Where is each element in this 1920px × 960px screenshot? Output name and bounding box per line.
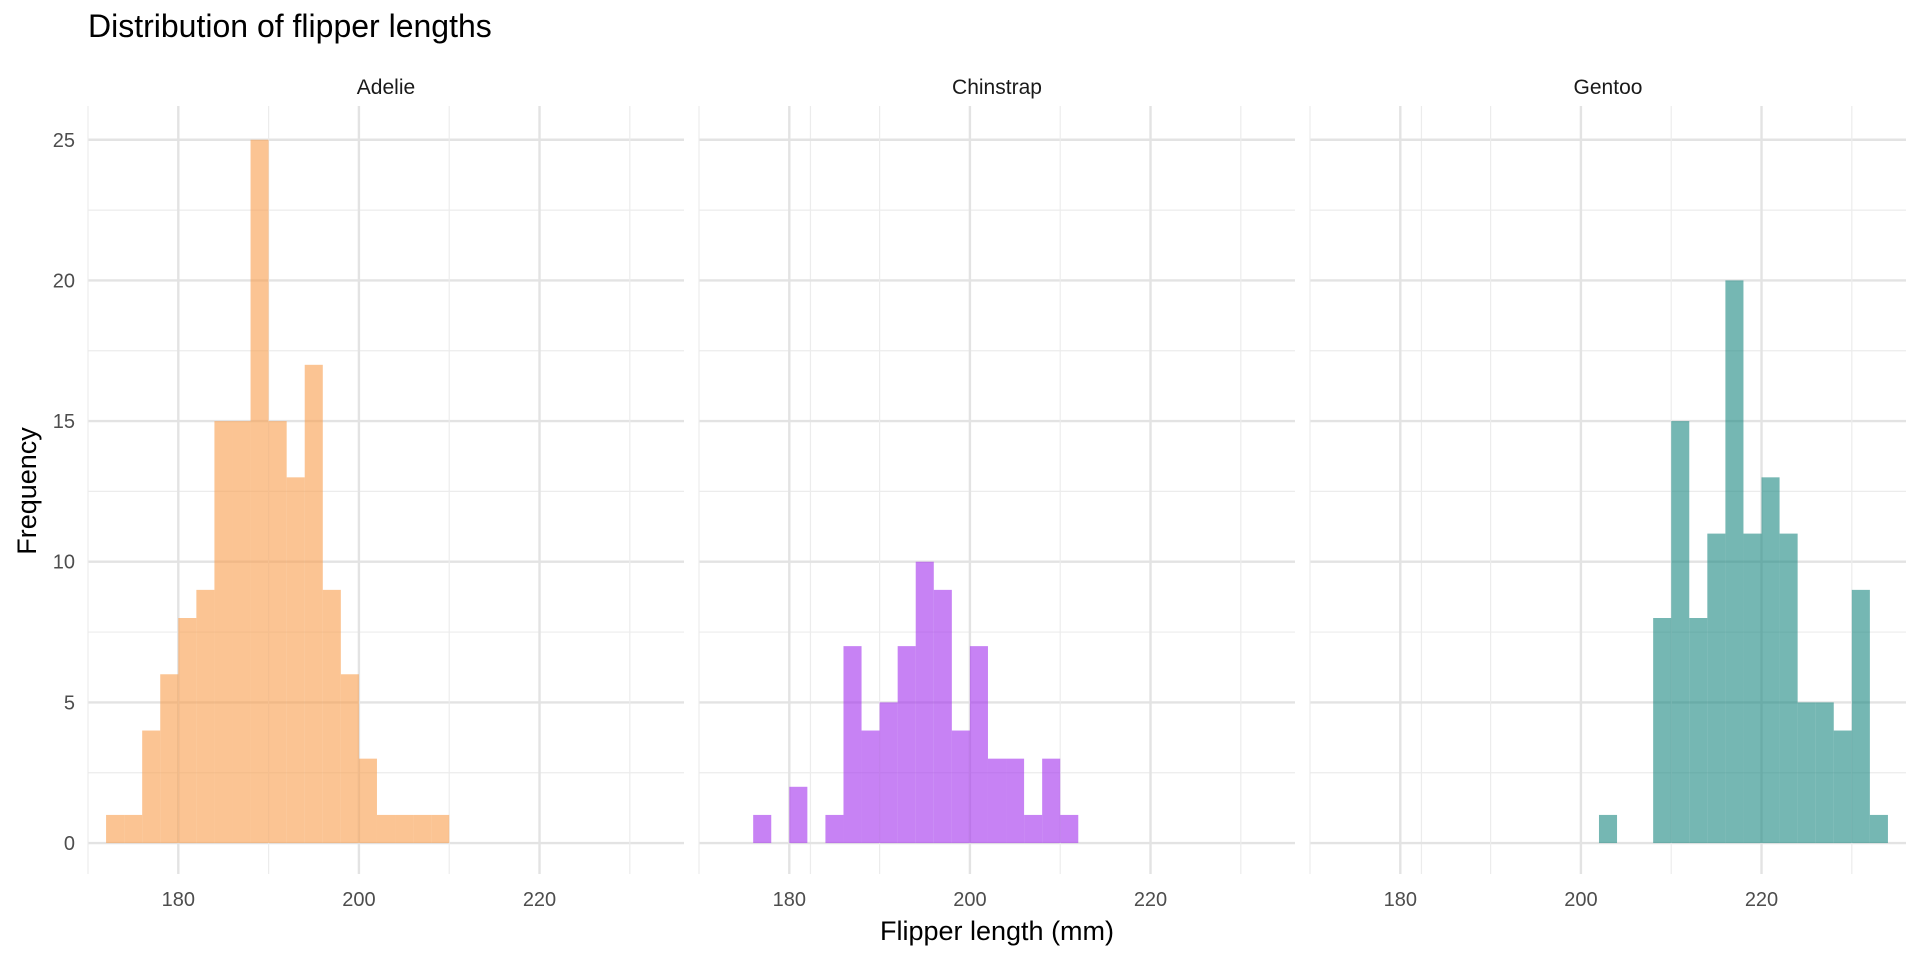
y-axis-title: Frequency bbox=[12, 427, 42, 555]
y-tick-label: 20 bbox=[53, 270, 75, 292]
histogram-bar bbox=[879, 702, 898, 844]
histogram-bar bbox=[1779, 533, 1798, 844]
facet-strip-label: Adelie bbox=[357, 76, 415, 99]
histogram-bar bbox=[753, 814, 772, 844]
histogram-bar bbox=[843, 646, 862, 844]
x-tick-label: 200 bbox=[1564, 889, 1597, 911]
histogram-bar bbox=[951, 730, 970, 844]
histogram-bar bbox=[1797, 702, 1816, 844]
histogram-bar bbox=[124, 814, 143, 844]
histogram-bar bbox=[160, 674, 179, 844]
x-tick-label: 180 bbox=[1384, 889, 1417, 911]
histogram-bar bbox=[178, 618, 197, 844]
histogram-bar bbox=[142, 730, 161, 844]
histogram-bar bbox=[1042, 758, 1061, 844]
histogram-bar bbox=[1851, 589, 1870, 844]
histogram-bar bbox=[304, 364, 323, 844]
histogram-bar bbox=[933, 589, 952, 844]
x-tick-label: 220 bbox=[523, 889, 556, 911]
histogram-bar bbox=[1653, 618, 1672, 844]
facet-panel-chinstrap: Chinstrap 180 200 220 bbox=[698, 76, 1423, 911]
histogram-bar bbox=[789, 786, 808, 844]
histogram-bar bbox=[1833, 730, 1852, 844]
histogram-bar bbox=[106, 814, 125, 844]
histogram-bar bbox=[232, 421, 251, 844]
histogram-bar bbox=[987, 758, 1007, 844]
x-axis-title: Flipper length (mm) bbox=[880, 916, 1114, 946]
histogram-bar bbox=[1743, 533, 1762, 844]
histogram-bar bbox=[250, 139, 269, 844]
histogram-bar bbox=[395, 814, 414, 844]
histogram-bar bbox=[340, 674, 359, 844]
y-tick-label: 0 bbox=[64, 833, 75, 855]
histogram-bar bbox=[1761, 477, 1780, 844]
facet-strip-label: Gentoo bbox=[1574, 76, 1643, 99]
histogram-bar bbox=[413, 814, 432, 844]
histogram-bar bbox=[825, 814, 844, 844]
histogram-bar bbox=[915, 561, 934, 844]
x-tick-label: 220 bbox=[1134, 889, 1167, 911]
x-tick-label: 220 bbox=[1745, 889, 1778, 911]
histogram-bar bbox=[1689, 618, 1708, 844]
histogram-bar bbox=[1671, 421, 1690, 844]
y-tick-label: 5 bbox=[64, 692, 75, 714]
histogram-bar bbox=[286, 477, 305, 844]
histogram-bar bbox=[431, 814, 450, 844]
histogram-bar bbox=[1725, 280, 1744, 844]
histogram-bar bbox=[196, 589, 215, 844]
x-tick-label: 200 bbox=[342, 889, 375, 911]
x-tick-label: 180 bbox=[773, 889, 806, 911]
histogram-bar bbox=[1006, 758, 1025, 844]
histogram-bar bbox=[861, 730, 880, 844]
histogram-bar bbox=[1024, 814, 1043, 844]
histogram-bar bbox=[358, 758, 377, 844]
chart-title: Distribution of flipper lengths bbox=[88, 8, 492, 44]
facet-panel-gentoo: Gentoo 180 200 220 bbox=[1309, 76, 1906, 911]
histogram-bar bbox=[1869, 814, 1888, 844]
facet-panel-adelie: Adelie 180 200 220 bbox=[87, 76, 812, 911]
histogram-bar bbox=[376, 814, 396, 844]
histogram-bar bbox=[1060, 814, 1079, 844]
histogram-bar bbox=[897, 646, 916, 844]
histogram-bar bbox=[268, 421, 287, 844]
histogram-bar bbox=[1815, 702, 1834, 844]
histogram-bar bbox=[1707, 533, 1726, 844]
histogram-bar bbox=[969, 646, 988, 844]
y-tick-label: 10 bbox=[53, 552, 75, 574]
histogram-bar bbox=[1598, 814, 1618, 844]
histogram-bar bbox=[214, 421, 233, 844]
x-tick-label: 200 bbox=[953, 889, 986, 911]
facet-strip-label: Chinstrap bbox=[952, 76, 1042, 99]
x-tick-label: 180 bbox=[162, 889, 195, 911]
y-tick-label: 25 bbox=[53, 130, 75, 152]
y-tick-label: 15 bbox=[53, 411, 75, 433]
histogram-bar bbox=[322, 589, 341, 844]
